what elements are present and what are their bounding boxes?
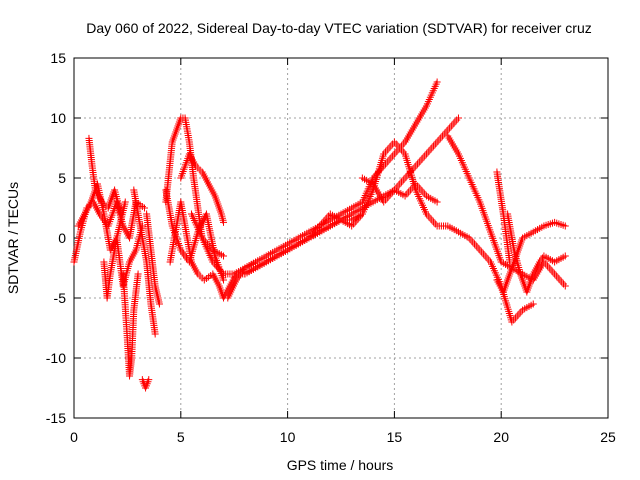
data-point <box>561 282 569 290</box>
series-track-12 <box>177 150 228 226</box>
chart-title: Day 060 of 2022, Sidereal Day-to-day VTE… <box>86 20 592 36</box>
x-tick-label: 5 <box>177 429 185 445</box>
data-point <box>117 210 125 218</box>
series-track-5 <box>119 270 142 380</box>
series-track-2 <box>74 180 129 254</box>
y-tick-label: -5 <box>54 290 67 306</box>
y-tick-label: 15 <box>50 50 66 66</box>
y-tick-label: 10 <box>50 110 66 126</box>
data-point <box>220 218 228 226</box>
series-track-20 <box>493 168 514 266</box>
series-track-8 <box>143 210 163 308</box>
x-axis-label: GPS time / hours <box>287 457 394 473</box>
data-point <box>145 376 153 384</box>
data-point <box>134 270 142 278</box>
data-point <box>433 198 441 206</box>
data-point <box>506 258 514 266</box>
data-point <box>155 300 163 308</box>
series-track-3 <box>85 134 125 218</box>
x-tick-label: 20 <box>493 429 509 445</box>
series-track-4 <box>100 222 146 302</box>
y-tick-label: 5 <box>58 170 66 186</box>
data-point <box>561 252 569 260</box>
data-point <box>220 276 228 284</box>
data-point <box>561 222 569 230</box>
grid-lines <box>74 58 608 418</box>
series-track-21 <box>504 210 569 296</box>
data-point <box>529 300 537 308</box>
x-tick-label: 10 <box>280 429 296 445</box>
x-tick-label: 15 <box>387 429 403 445</box>
series-track-1 <box>70 198 148 266</box>
series-track-13 <box>187 210 228 260</box>
y-axis-label: SDTVAR / TECUs <box>5 182 21 294</box>
y-tick-label: -15 <box>46 410 66 426</box>
data-point <box>151 330 159 338</box>
x-tick-label: 25 <box>600 429 616 445</box>
data-point <box>454 114 462 122</box>
series-track-17 <box>358 174 441 206</box>
data-point <box>220 252 228 260</box>
x-tick-label: 0 <box>70 429 78 445</box>
series-track-6 <box>130 186 159 338</box>
y-tick-label: -10 <box>46 350 66 366</box>
data-points <box>70 78 569 392</box>
axis-ticks: 0 5 10 15 20 25 -15 -10 -5 0 5 10 15 <box>46 50 616 445</box>
y-tick-label: 0 <box>58 230 66 246</box>
data-point <box>433 78 441 86</box>
series-track-7 <box>138 376 153 392</box>
data-point <box>121 198 129 206</box>
data-point <box>140 204 148 212</box>
